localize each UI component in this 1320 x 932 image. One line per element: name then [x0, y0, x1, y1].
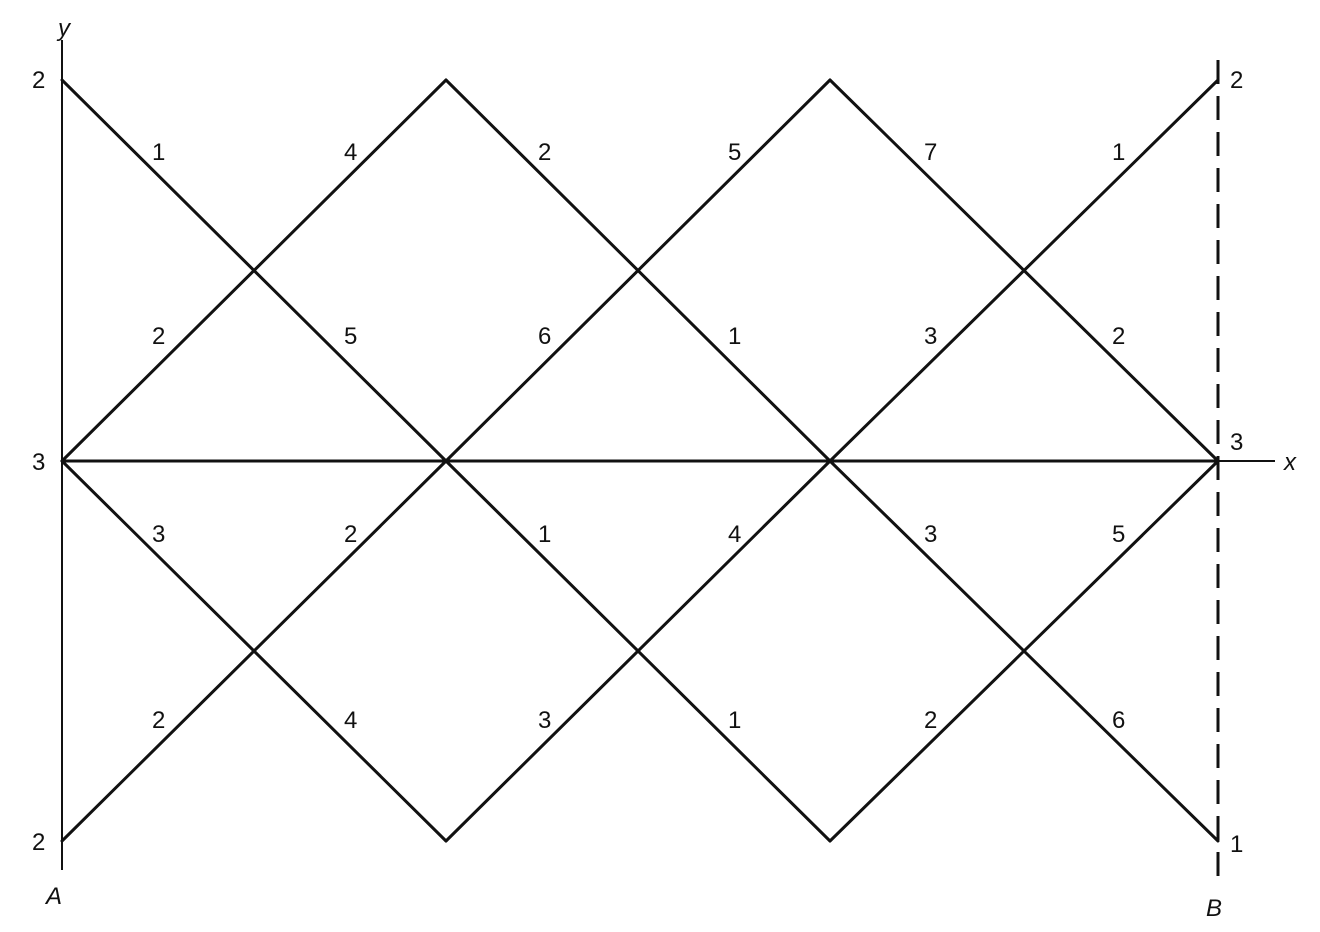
diagonal-up-2 [444, 78, 832, 463]
right-value-bottom: 1 [1230, 831, 1243, 858]
weight-r4-1: 2 [152, 707, 165, 734]
left-value-bottom: 2 [32, 829, 45, 856]
x-axis-label: x [1283, 449, 1297, 476]
weight-r3-6: 5 [1112, 521, 1125, 548]
point-a-label: A [44, 883, 62, 910]
weight-r3-1: 3 [152, 521, 165, 548]
diagonal-up-4 [60, 459, 448, 843]
weight-r3-4: 4 [728, 521, 741, 548]
weight-r4-3: 3 [538, 707, 551, 734]
left-value-middle: 3 [32, 449, 45, 476]
diagonal-up-3 [828, 78, 1220, 463]
weight-r1-2: 4 [344, 139, 357, 166]
weight-r3-2: 2 [344, 521, 357, 548]
y-axis-label: y [56, 15, 72, 42]
weight-r3-3: 1 [538, 521, 551, 548]
weight-r2-2: 5 [344, 323, 357, 350]
weight-r1-3: 2 [538, 139, 551, 166]
weight-r1-5: 7 [924, 139, 937, 166]
weight-r4-2: 4 [344, 707, 357, 734]
point-b-label: B [1206, 895, 1222, 922]
weight-r3-5: 3 [924, 521, 937, 548]
right-value-middle: 3 [1230, 429, 1243, 456]
right-value-top: 2 [1230, 67, 1243, 94]
weight-r4-4: 1 [728, 707, 741, 734]
weight-r4-6: 6 [1112, 707, 1125, 734]
weight-r4-5: 2 [924, 707, 937, 734]
weight-r2-5: 3 [924, 323, 937, 350]
weight-r1-4: 5 [728, 139, 741, 166]
weight-r1-1: 1 [152, 139, 165, 166]
weight-r2-1: 2 [152, 323, 165, 350]
left-value-top: 2 [32, 67, 45, 94]
weight-r2-4: 1 [728, 323, 741, 350]
diagonal-up-1 [60, 78, 448, 463]
weight-r2-3: 6 [538, 323, 551, 350]
diagonal-up-5 [444, 459, 832, 843]
weight-r1-6: 1 [1112, 139, 1125, 166]
diagonal-up-6 [828, 459, 1220, 843]
weight-r2-6: 2 [1112, 323, 1125, 350]
